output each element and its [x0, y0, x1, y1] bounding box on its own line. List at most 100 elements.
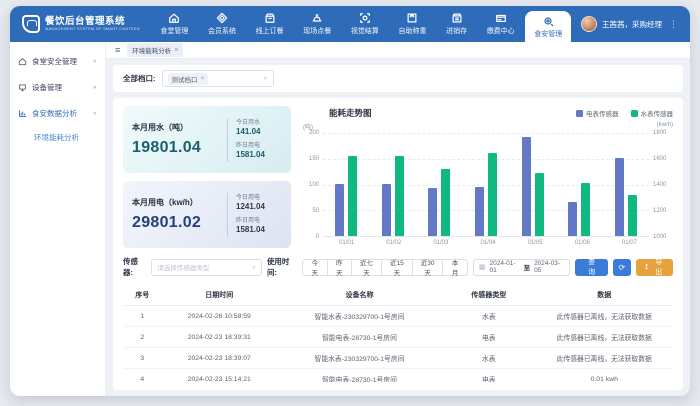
- bar[interactable]: [488, 153, 498, 236]
- water-mini-label: 昨日用电: [236, 142, 261, 149]
- online-order-icon: [264, 12, 276, 24]
- table-row[interactable]: 3 2024-02-23 18:39:07 智能水表-230329700-1号房间水…: [123, 347, 673, 369]
- bar[interactable]: [335, 184, 345, 236]
- power-stat-card: 本月用电（kw/h） 29801.02 今日用电 1241.04 昨日用电 1581.…: [123, 181, 291, 248]
- avatar[interactable]: [581, 16, 597, 32]
- chevron-down-icon: ∨: [251, 265, 256, 270]
- open-tab[interactable]: 环境能耗分析 ×: [127, 43, 184, 57]
- more-menu-icon[interactable]: ⋮: [669, 18, 678, 29]
- nav-item-7[interactable]: 进销存: [437, 6, 476, 42]
- chart-legend: 电表传感器 水表传感器: [576, 108, 673, 118]
- x-axis-label: 01/04: [480, 239, 496, 246]
- x-axis-label: 01/07: [621, 239, 637, 246]
- gridline: [323, 184, 649, 186]
- bar[interactable]: [441, 168, 451, 236]
- stall-selected-tag: 测试档口 ×: [167, 72, 209, 85]
- nav-item-2[interactable]: 会员系统: [199, 6, 245, 42]
- payment-center-icon: [495, 12, 507, 24]
- bar[interactable]: [534, 173, 544, 236]
- sidebar: 食堂安全管理 ∨ 设备管理 ∨ 食安数据分析 ∧ 环境能耗分析: [10, 42, 106, 396]
- top-nav: 食堂管理 会员系统 线上订餐 现场点餐 视觉结算 自助称重 进销存 缴费中心 食安管理: [150, 6, 573, 42]
- nav-item-label: 视觉结算: [350, 28, 379, 35]
- nav-item-4[interactable]: 现场点餐: [294, 6, 340, 42]
- sensor-select-placeholder: 请选择传感器类型: [157, 265, 210, 272]
- table-header: 序号: [123, 285, 162, 306]
- chevron-down-icon: ∨: [263, 76, 268, 82]
- bar[interactable]: [568, 201, 578, 236]
- legend-swatch: [630, 109, 638, 117]
- bar-group-01/01: [323, 133, 370, 236]
- calendar-icon: ▦: [478, 264, 486, 271]
- time-range-button[interactable]: 本月: [443, 258, 468, 277]
- table-row[interactable]: 1 2024-02-26 10:58:59 智能水表-230329700-1号房间水…: [123, 305, 673, 327]
- nav-item-6[interactable]: 自助称重: [389, 6, 435, 42]
- nav-item-8[interactable]: 缴费中心: [478, 6, 524, 42]
- x-axis-label: 01/06: [574, 239, 590, 246]
- canteen-home-icon: [168, 12, 180, 24]
- member-diamond-icon: [216, 12, 228, 24]
- table-row[interactable]: 4 2024-02-23 15:14:21 智能电表-28730-1号房间 电表 0.0…: [123, 368, 673, 382]
- time-range-button[interactable]: 近15天: [382, 258, 413, 277]
- bar[interactable]: [394, 156, 404, 236]
- time-range-button[interactable]: 今天: [302, 258, 328, 277]
- bar[interactable]: [381, 184, 391, 236]
- canteen-safety-icon: [18, 57, 27, 66]
- dine-in-icon: [311, 12, 323, 24]
- refresh-button[interactable]: ⟳: [613, 258, 631, 276]
- query-button[interactable]: 查 询: [575, 258, 608, 276]
- remove-stall-icon[interactable]: ×: [200, 75, 205, 82]
- left-axis-unit: (吨): [303, 125, 313, 131]
- sidebar-item-1[interactable]: 食堂安全管理 ∨: [10, 48, 105, 74]
- y-tick: 150: [308, 156, 319, 162]
- time-range-button[interactable]: 近七天: [351, 258, 383, 277]
- date-range-picker[interactable]: ▦ 2024-01-01 至 2024-03-05: [472, 258, 571, 276]
- refresh-icon: ⟳: [618, 262, 626, 272]
- time-range-button[interactable]: 昨天: [327, 258, 352, 277]
- analysis-chart-icon: [18, 109, 27, 118]
- nav-item-3[interactable]: 线上订餐: [247, 6, 293, 42]
- sidebar-item-3[interactable]: 食安数据分析 ∧: [10, 100, 105, 126]
- bar[interactable]: [348, 156, 358, 236]
- nav-item-1[interactable]: 食堂管理: [151, 6, 197, 42]
- table-header: 传感器类型: [442, 285, 536, 306]
- table-cell: 智能电表-28730-1号房间: [277, 368, 442, 382]
- nav-item-9[interactable]: 食安管理: [525, 11, 572, 42]
- collapse-sidebar-icon[interactable]: ≡: [115, 44, 121, 55]
- bar[interactable]: [581, 183, 591, 236]
- nav-item-label: 进销存: [446, 28, 468, 35]
- table-row[interactable]: 2 2024-02-23 18:39:31 智能电表-28730-1号房间 电表 此传感…: [123, 326, 673, 348]
- date-to: 2024-03-05: [534, 260, 561, 274]
- bar[interactable]: [627, 195, 637, 236]
- export-button[interactable]: ↥ 导出: [635, 258, 673, 276]
- water-mini-value: 141.04: [236, 126, 261, 136]
- close-tab-icon[interactable]: ×: [174, 46, 179, 54]
- sidebar-subitem[interactable]: 环境能耗分析: [34, 132, 79, 142]
- table-header: 数据: [535, 285, 673, 306]
- bar[interactable]: [475, 187, 485, 236]
- stall-select[interactable]: 测试档口 × ∨: [161, 70, 274, 87]
- bar-group-01/02: [370, 133, 417, 236]
- divider: [227, 117, 228, 162]
- y-tick: 1400: [653, 182, 667, 188]
- legend-item[interactable]: 电表传感器: [576, 108, 619, 118]
- nav-item-label: 缴费中心: [486, 28, 515, 35]
- bar-group-01/05: [509, 133, 556, 236]
- sidebar-item-2[interactable]: 设备管理 ∨: [10, 74, 105, 100]
- power-mini-label: 今日用电: [236, 194, 261, 201]
- x-axis-label: 01/03: [433, 239, 449, 246]
- power-mini-label: 昨日用电: [236, 217, 261, 224]
- app-window: 餐饮后台管理系统 MANAGEMENT SYSTEM OF SMART CANT…: [10, 6, 690, 396]
- bar[interactable]: [614, 158, 624, 236]
- sensor-type-select[interactable]: 请选择传感器类型 ∨: [151, 258, 262, 276]
- table-cell: 2024-02-23 15:14:21: [161, 368, 277, 382]
- chart-title: 能耗走势图: [329, 108, 372, 118]
- water-mini-label: 今日用水: [236, 119, 261, 126]
- legend-item[interactable]: 水表传感器: [630, 108, 673, 118]
- bar[interactable]: [428, 188, 438, 236]
- time-range-button[interactable]: 近30天: [412, 258, 444, 277]
- user-name: 王茜茜，采购经理: [602, 19, 662, 29]
- x-axis-labels: 01/01 01/02 01/03 01/04 01/05 01/06 01/07: [323, 237, 653, 248]
- nav-item-5[interactable]: 视觉结算: [342, 6, 388, 42]
- logo-icon: [22, 15, 40, 33]
- bar[interactable]: [521, 136, 531, 236]
